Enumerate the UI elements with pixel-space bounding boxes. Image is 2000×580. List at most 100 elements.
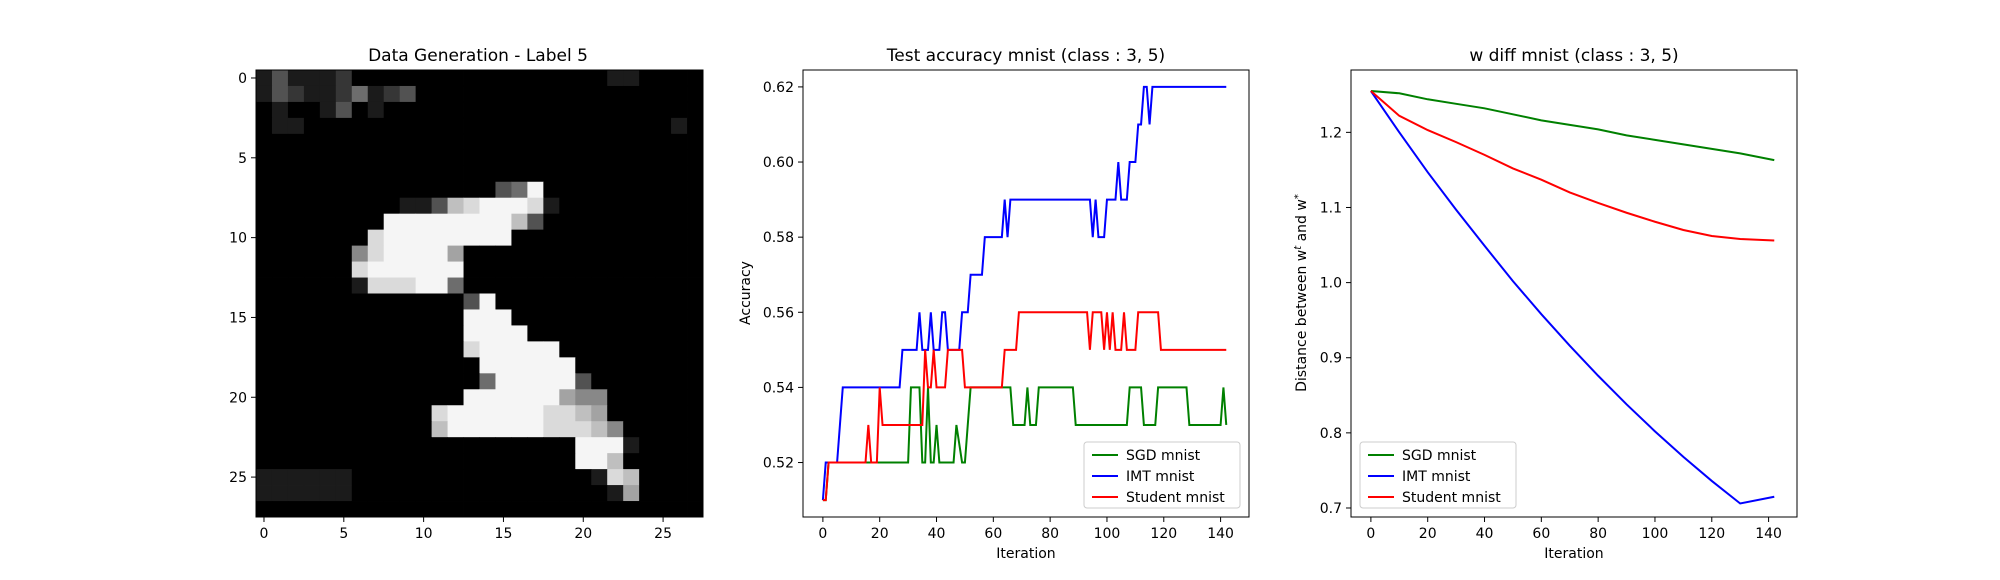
image-pixel — [671, 357, 688, 374]
image-pixel — [671, 181, 688, 199]
image-pixel — [415, 149, 432, 167]
image-pixel — [607, 197, 624, 215]
image-pixel — [256, 133, 273, 151]
image-pixel — [687, 117, 704, 135]
image-pixel — [431, 405, 448, 422]
image-pixel — [607, 421, 624, 438]
image-pixel — [607, 389, 624, 406]
wdiff-y-tick-label: 0.8 — [1320, 426, 1342, 442]
wdiff-series-line — [1370, 90, 1775, 242]
image-pixel — [303, 117, 321, 135]
image-pixel — [335, 389, 353, 406]
image-pixel — [559, 373, 576, 390]
image-pixel — [287, 229, 305, 246]
image-pixel — [479, 421, 496, 438]
image-pixel — [559, 117, 576, 135]
image-pixel — [495, 181, 512, 199]
image-pixel — [527, 437, 544, 454]
image-pixel — [575, 149, 592, 167]
image-pixel — [335, 309, 353, 326]
wdiff-series-line — [1370, 90, 1775, 162]
image-pixel — [591, 485, 608, 502]
image-pixel — [319, 357, 337, 374]
image-pixel — [383, 357, 401, 374]
wdiff-legend-entry: IMT mnist — [1402, 469, 1471, 485]
image-pixel — [527, 149, 544, 167]
image-pixel — [607, 245, 624, 262]
image-pixel — [335, 453, 353, 470]
accuracy-y-tick-label: 0.58 — [763, 230, 794, 246]
image-pixel — [415, 325, 432, 342]
image-pixel — [447, 469, 464, 486]
image-pixel — [256, 117, 273, 135]
image-pixel — [256, 149, 273, 167]
image-pixel — [367, 245, 385, 262]
image-pixel — [479, 293, 496, 310]
image-pixel — [575, 469, 592, 486]
accuracy-y-tick-label: 0.54 — [763, 380, 794, 396]
image-pixel — [319, 213, 337, 231]
image-pixel — [543, 149, 560, 167]
image-pixel — [527, 421, 544, 438]
image-pixel — [463, 133, 480, 151]
image-pixel — [623, 101, 640, 119]
image-pixel — [303, 357, 321, 374]
image-pixel — [399, 261, 417, 278]
image-pixel — [351, 341, 369, 358]
image-pixel — [559, 293, 576, 310]
wdiff-x-tick-label: 100 — [1642, 526, 1669, 542]
image-pixel — [367, 181, 385, 199]
image-pixel — [575, 197, 592, 215]
image-pixel — [623, 293, 640, 310]
image-pixel — [335, 373, 353, 390]
image-pixel — [271, 453, 289, 470]
image-pixel — [447, 389, 464, 406]
image-pixel — [511, 293, 528, 310]
accuracy-y-tick-label: 0.62 — [763, 80, 794, 96]
image-pixel — [287, 213, 305, 231]
image-pixel — [687, 261, 704, 278]
image-pixel — [479, 341, 496, 358]
image-pixel — [495, 165, 512, 183]
image-pixel — [303, 469, 321, 486]
image-pixel — [367, 357, 385, 374]
image-pixel — [639, 421, 656, 438]
image-pixel — [319, 309, 337, 326]
image-pixel — [431, 261, 448, 278]
image-pixel — [383, 85, 401, 103]
image-pixel — [495, 117, 512, 135]
image-pixel — [591, 341, 608, 358]
image-pixel — [415, 389, 432, 406]
image-pixel — [575, 133, 592, 151]
image-pixel — [287, 437, 305, 454]
image-pixel — [463, 437, 480, 454]
image-pixel — [607, 149, 624, 167]
image-pixel — [431, 149, 448, 167]
image-pixel — [607, 357, 624, 374]
image-pixel — [319, 389, 337, 406]
image-pixel — [479, 437, 496, 454]
image-pixel — [271, 325, 289, 342]
image-pixel — [399, 245, 417, 262]
image-pixel — [543, 245, 560, 262]
image-pixel — [607, 277, 624, 294]
image-pixel — [623, 469, 640, 486]
image-pixel — [415, 277, 432, 294]
image-pixel — [527, 101, 544, 119]
image-pixel — [479, 70, 496, 87]
image-pixel — [655, 309, 672, 326]
image-pixel — [511, 213, 528, 231]
accuracy-x-label: Iteration — [996, 546, 1055, 562]
image-pixel — [559, 101, 576, 119]
image-pixel — [287, 197, 305, 215]
image-pixel — [463, 453, 480, 470]
image-pixel — [591, 437, 608, 454]
image-pixel — [447, 309, 464, 326]
image-pixel — [319, 261, 337, 278]
image-pixel — [431, 389, 448, 406]
image-pixel — [639, 149, 656, 167]
image-pixel — [335, 293, 353, 310]
image-pixel — [655, 213, 672, 231]
image-pixel — [319, 405, 337, 422]
image-pixel — [575, 261, 592, 278]
